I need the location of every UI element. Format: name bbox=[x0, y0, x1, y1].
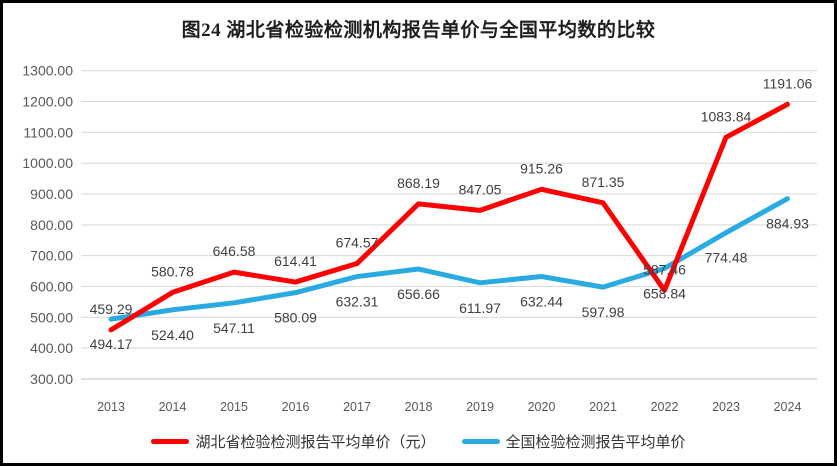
data-label-hubei: 1083.84 bbox=[701, 108, 752, 124]
legend: 湖北省检验检测报告平均单价（元） 全国检验检测报告平均单价 bbox=[3, 431, 834, 452]
x-tick-label: 2018 bbox=[405, 400, 433, 414]
line-chart-plot: 300.00 400.00 500.00 600.00 700.00 800.00 900.… bbox=[22, 63, 817, 414]
y-tick-label: 500.00 bbox=[30, 309, 73, 325]
legend-swatch-hubei bbox=[151, 439, 190, 444]
x-tick-label: 2013 bbox=[97, 400, 125, 414]
data-label-hubei: 1191.06 bbox=[763, 75, 813, 91]
data-label-national: 611.97 bbox=[459, 300, 501, 316]
y-tick-label: 700.00 bbox=[30, 248, 73, 264]
data-label-national: 658.84 bbox=[643, 285, 686, 301]
data-label-national: 774.48 bbox=[705, 250, 748, 266]
x-tick-label: 2017 bbox=[343, 400, 371, 414]
data-label-hubei: 847.05 bbox=[459, 181, 502, 197]
data-label-hubei: 674.57 bbox=[336, 235, 379, 251]
series-line-hubei bbox=[108, 101, 790, 333]
y-tick-label: 1200.00 bbox=[22, 94, 73, 110]
x-tick-label: 2015 bbox=[220, 400, 248, 414]
x-tick-label: 2014 bbox=[159, 400, 187, 414]
data-label-hubei: 871.35 bbox=[582, 174, 625, 190]
data-label-national: 884.93 bbox=[766, 216, 809, 232]
data-label-hubei: 614.41 bbox=[274, 253, 317, 269]
data-label-national: 632.31 bbox=[336, 294, 379, 310]
y-tick-label: 1300.00 bbox=[22, 63, 73, 79]
data-label-hubei: 580.78 bbox=[151, 263, 194, 279]
data-label-national: 547.11 bbox=[213, 320, 255, 336]
y-tick-label: 1100.00 bbox=[23, 124, 73, 140]
y-tick-label: 900.00 bbox=[30, 186, 73, 202]
data-label-national: 580.09 bbox=[274, 310, 317, 326]
chart-title: 图24 湖北省检验检测机构报告单价与全国平均数的比较 bbox=[181, 20, 656, 41]
data-label-hubei: 868.19 bbox=[397, 175, 440, 191]
y-tick-label: 1000.00 bbox=[22, 155, 73, 171]
data-label-hubei: 459.29 bbox=[90, 301, 133, 317]
x-tick-label: 2021 bbox=[589, 400, 617, 414]
x-tick-label: 2020 bbox=[528, 400, 556, 414]
legend-swatch-national bbox=[461, 439, 500, 444]
y-tick-label: 800.00 bbox=[30, 217, 73, 233]
legend-label-hubei: 湖北省检验检测报告平均单价（元） bbox=[195, 434, 436, 451]
x-tick-label: 2016 bbox=[282, 400, 310, 414]
data-label-national: 632.44 bbox=[520, 294, 563, 310]
legend-item-national: 全国检验检测报告平均单价 bbox=[461, 431, 686, 452]
data-label-hubei: 646.58 bbox=[213, 243, 256, 259]
legend-label-national: 全国检验检测报告平均单价 bbox=[505, 434, 686, 451]
y-tick-label: 400.00 bbox=[30, 340, 73, 356]
data-label-national: 597.98 bbox=[582, 304, 625, 320]
x-tick-label: 2023 bbox=[712, 400, 740, 414]
data-label-hubei: 915.26 bbox=[520, 160, 563, 176]
y-tick-label: 600.00 bbox=[30, 279, 73, 295]
data-label-national: 524.40 bbox=[151, 327, 194, 343]
data-label-national: 656.66 bbox=[397, 286, 440, 302]
legend-item-hubei: 湖北省检验检测报告平均单价（元） bbox=[151, 431, 436, 452]
y-tick-label: 300.00 bbox=[30, 371, 73, 387]
data-label-national: 494.17 bbox=[90, 336, 133, 352]
x-tick-label: 2024 bbox=[774, 400, 802, 414]
x-tick-label: 2022 bbox=[651, 400, 679, 414]
x-tick-label: 2019 bbox=[466, 400, 494, 414]
data-label-hubei: 587.46 bbox=[643, 261, 686, 277]
